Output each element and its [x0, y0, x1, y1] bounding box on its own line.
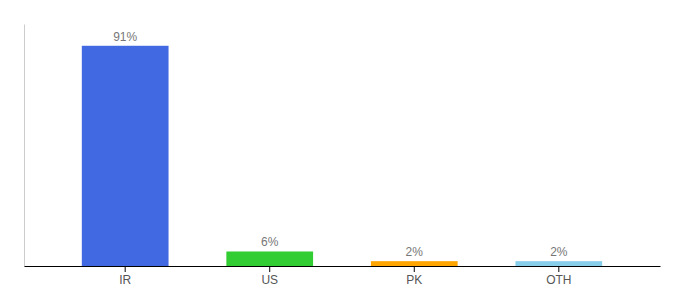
y-axis	[24, 25, 25, 267]
bar	[515, 261, 602, 266]
x-tick-mark	[558, 266, 559, 272]
x-tick: OTH	[546, 266, 571, 287]
chart: IR US PK OTH 91% 6% 2% 2%	[0, 0, 680, 300]
plot: IR US PK OTH 91% 6% 2% 2%	[25, 25, 661, 287]
x-tick: US	[261, 266, 278, 287]
x-axis: IR US PK OTH	[25, 266, 661, 287]
y-axis-line	[24, 25, 25, 267]
bar	[371, 261, 458, 266]
bar	[82, 46, 169, 266]
data-label: 6%	[261, 235, 279, 249]
x-tick-label: IR	[119, 273, 131, 287]
bar	[226, 251, 313, 266]
x-tick-mark	[414, 266, 415, 272]
x-tick-label: PK	[406, 273, 422, 287]
x-tick-mark	[125, 266, 126, 272]
x-axis-line	[25, 266, 661, 267]
bars	[82, 46, 602, 266]
x-tick-label: OTH	[546, 273, 571, 287]
data-labels: 91% 6% 2% 2%	[113, 30, 568, 259]
data-label: 91%	[113, 30, 137, 44]
x-tick-label: US	[261, 273, 278, 287]
data-label: 2%	[406, 245, 424, 259]
x-tick-mark	[269, 266, 270, 272]
x-tick: IR	[119, 266, 131, 287]
data-label: 2%	[550, 245, 568, 259]
x-tick: PK	[406, 266, 422, 287]
